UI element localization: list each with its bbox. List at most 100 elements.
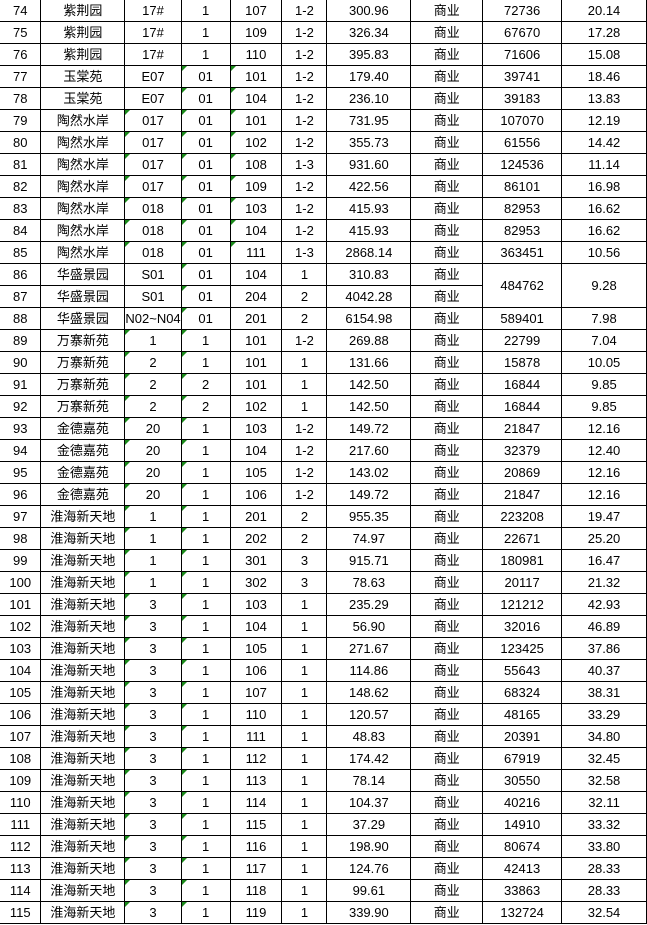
cell-floor[interactable]: 1 (281, 747, 328, 770)
cell-area[interactable]: 114.86 (326, 659, 412, 682)
cell-usage[interactable]: 商业 (410, 549, 484, 572)
cell-unit[interactable]: 01 (180, 87, 231, 110)
cell-area[interactable]: 415.93 (326, 197, 412, 220)
cell-unit-price[interactable]: 9.28 (561, 263, 647, 308)
cell-building[interactable]: 3 (124, 681, 182, 704)
cell-community[interactable]: 淮海新天地 (40, 637, 126, 660)
cell-unit[interactable]: 01 (180, 219, 231, 242)
cell-row-index[interactable]: 114 (0, 879, 42, 902)
cell-community[interactable]: 淮海新天地 (40, 571, 126, 594)
cell-community[interactable]: 淮海新天地 (40, 791, 126, 814)
cell-total-price[interactable]: 223208 (482, 505, 563, 528)
cell-room[interactable]: 301 (229, 549, 283, 572)
cell-unit[interactable]: 01 (180, 197, 231, 220)
cell-row-index[interactable]: 77 (0, 65, 42, 88)
cell-building[interactable]: 018 (124, 197, 182, 220)
cell-unit[interactable]: 1 (180, 791, 231, 814)
cell-usage[interactable]: 商业 (410, 87, 484, 110)
cell-building[interactable]: 20 (124, 439, 182, 462)
cell-usage[interactable]: 商业 (410, 307, 484, 330)
cell-building[interactable]: 1 (124, 527, 182, 550)
cell-unit-price[interactable]: 16.98 (561, 175, 647, 198)
cell-floor[interactable]: 1 (281, 879, 328, 902)
cell-room[interactable]: 116 (229, 835, 283, 858)
cell-usage[interactable]: 商业 (410, 153, 484, 176)
cell-area[interactable]: 56.90 (326, 615, 412, 638)
cell-community[interactable]: 紫荆园 (40, 21, 126, 44)
cell-unit-price[interactable]: 18.46 (561, 65, 647, 88)
cell-unit-price[interactable]: 7.04 (561, 329, 647, 352)
cell-area[interactable]: 236.10 (326, 87, 412, 110)
cell-area[interactable]: 174.42 (326, 747, 412, 770)
cell-row-index[interactable]: 86 (0, 263, 42, 286)
cell-unit[interactable]: 1 (180, 835, 231, 858)
cell-community[interactable]: 淮海新天地 (40, 615, 126, 638)
cell-row-index[interactable]: 104 (0, 659, 42, 682)
cell-usage[interactable]: 商业 (410, 703, 484, 726)
cell-room[interactable]: 106 (229, 659, 283, 682)
cell-usage[interactable]: 商业 (410, 857, 484, 880)
cell-building[interactable]: 17# (124, 0, 182, 22)
cell-unit[interactable]: 1 (180, 747, 231, 770)
cell-room[interactable]: 204 (229, 285, 283, 308)
cell-total-price[interactable]: 123425 (482, 637, 563, 660)
cell-row-index[interactable]: 76 (0, 43, 42, 66)
cell-area[interactable]: 198.90 (326, 835, 412, 858)
cell-unit[interactable]: 1 (180, 659, 231, 682)
cell-unit[interactable]: 01 (180, 241, 231, 264)
cell-unit-price[interactable]: 14.42 (561, 131, 647, 154)
cell-floor[interactable]: 1-2 (281, 439, 328, 462)
cell-total-price[interactable]: 20391 (482, 725, 563, 748)
cell-unit-price[interactable]: 16.62 (561, 197, 647, 220)
cell-floor[interactable]: 2 (281, 505, 328, 528)
cell-total-price[interactable]: 20869 (482, 461, 563, 484)
cell-total-price[interactable]: 124536 (482, 153, 563, 176)
cell-building[interactable]: 1 (124, 505, 182, 528)
cell-building[interactable]: E07 (124, 87, 182, 110)
cell-row-index[interactable]: 82 (0, 175, 42, 198)
cell-room[interactable]: 109 (229, 175, 283, 198)
cell-unit-price[interactable]: 20.14 (561, 0, 647, 22)
cell-area[interactable]: 915.71 (326, 549, 412, 572)
cell-floor[interactable]: 2 (281, 527, 328, 550)
cell-unit[interactable]: 1 (180, 857, 231, 880)
cell-unit-price[interactable]: 16.47 (561, 549, 647, 572)
cell-usage[interactable]: 商业 (410, 65, 484, 88)
cell-floor[interactable]: 2 (281, 285, 328, 308)
cell-area[interactable]: 37.29 (326, 813, 412, 836)
cell-floor[interactable]: 1 (281, 857, 328, 880)
cell-unit[interactable]: 1 (180, 439, 231, 462)
cell-unit-price[interactable]: 42.93 (561, 593, 647, 616)
cell-community[interactable]: 万寨新苑 (40, 373, 126, 396)
cell-total-price[interactable]: 32016 (482, 615, 563, 638)
cell-unit-price[interactable]: 32.58 (561, 769, 647, 792)
cell-row-index[interactable]: 91 (0, 373, 42, 396)
cell-usage[interactable]: 商业 (410, 879, 484, 902)
cell-building[interactable]: 3 (124, 879, 182, 902)
cell-total-price[interactable]: 16844 (482, 373, 563, 396)
cell-total-price[interactable]: 14910 (482, 813, 563, 836)
cell-room[interactable]: 117 (229, 857, 283, 880)
cell-floor[interactable]: 1 (281, 395, 328, 418)
cell-building[interactable]: 3 (124, 835, 182, 858)
cell-room[interactable]: 118 (229, 879, 283, 902)
cell-unit[interactable]: 01 (180, 307, 231, 330)
cell-community[interactable]: 陶然水岸 (40, 175, 126, 198)
cell-usage[interactable]: 商业 (410, 21, 484, 44)
cell-unit[interactable]: 1 (180, 725, 231, 748)
cell-unit-price[interactable]: 37.86 (561, 637, 647, 660)
cell-usage[interactable]: 商业 (410, 0, 484, 22)
cell-total-price[interactable]: 40216 (482, 791, 563, 814)
cell-usage[interactable]: 商业 (410, 791, 484, 814)
cell-usage[interactable]: 商业 (410, 197, 484, 220)
cell-row-index[interactable]: 103 (0, 637, 42, 660)
cell-usage[interactable]: 商业 (410, 593, 484, 616)
cell-row-index[interactable]: 100 (0, 571, 42, 594)
cell-building[interactable]: 2 (124, 395, 182, 418)
cell-room[interactable]: 103 (229, 197, 283, 220)
cell-usage[interactable]: 商业 (410, 681, 484, 704)
cell-building[interactable]: E07 (124, 65, 182, 88)
cell-room[interactable]: 111 (229, 241, 283, 264)
cell-room[interactable]: 105 (229, 461, 283, 484)
cell-area[interactable]: 104.37 (326, 791, 412, 814)
